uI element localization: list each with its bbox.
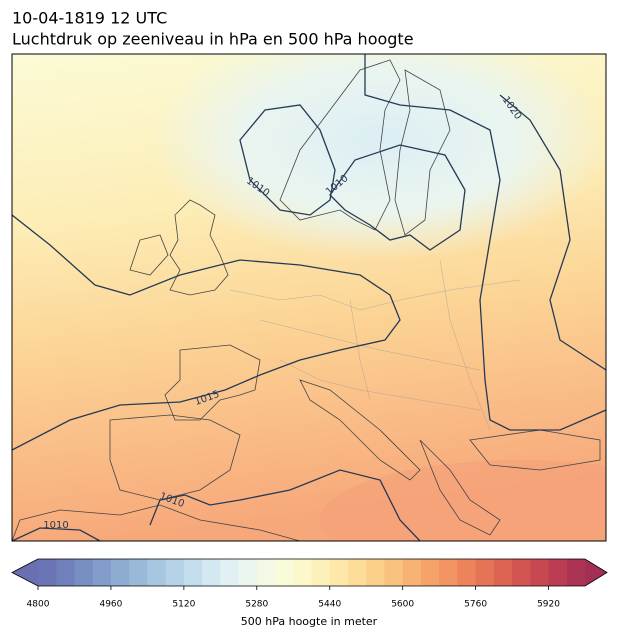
colorbar-over <box>585 559 607 586</box>
colorbar-bin <box>220 559 239 586</box>
isobar <box>12 527 101 541</box>
colorbar-tick-label: 4960 <box>99 600 122 610</box>
contour-label: 1010 <box>43 520 68 531</box>
isobar <box>12 214 401 451</box>
colorbar-bin <box>202 559 221 586</box>
colorbar-bin <box>56 559 75 586</box>
colorbar-bin <box>311 559 331 586</box>
coastline <box>169 199 229 296</box>
colorbar-bin <box>183 559 203 586</box>
isobar <box>499 94 606 371</box>
coastline <box>12 504 301 541</box>
colorbar-bin <box>329 559 349 586</box>
colorbar-bin <box>439 559 458 586</box>
colorbar-bin <box>347 559 367 586</box>
subtitle: Luchtdruk op zeeniveau in hPa en 500 hPa… <box>12 30 414 49</box>
colorbar-tick-label: 5600 <box>391 600 414 610</box>
colorbar-tick-label: 5120 <box>172 600 195 610</box>
coastline <box>419 439 501 536</box>
title: 10-04-1819 12 UTC <box>12 9 167 28</box>
colorbar-bin <box>548 559 568 586</box>
colorbar-bin <box>293 559 312 586</box>
coastline <box>129 234 169 276</box>
colorbar-tick-label: 5760 <box>464 600 487 610</box>
colorbar-bin <box>92 559 112 586</box>
cold-area <box>150 54 606 260</box>
colorbar-bin <box>512 559 531 586</box>
coastline <box>109 414 241 501</box>
colorbar-bin <box>110 559 130 586</box>
colorbar-bin <box>129 559 148 586</box>
colorbar-tick-label: 4800 <box>27 600 50 610</box>
colorbar-bin <box>457 559 476 586</box>
colorbar-tick-label: 5920 <box>537 600 560 610</box>
colorbar-bin <box>420 559 440 586</box>
coastline <box>299 379 421 481</box>
colorbar-bin <box>38 559 57 586</box>
colorbar-under <box>12 559 38 586</box>
colorbar-bin <box>475 559 495 586</box>
colorbar-bin <box>147 559 167 586</box>
colorbar: 4800 4960 5120 5280 5440 5600 5760 5920 <box>11 558 608 610</box>
isobar <box>364 54 606 431</box>
colorbar-bin <box>566 559 586 586</box>
colorbar-tick-label: 5440 <box>318 600 341 610</box>
colorbar-label: 500 hPa hoogte in meter <box>241 615 378 628</box>
coastline <box>279 59 401 231</box>
colorbar-bin <box>238 559 258 586</box>
colorbar-bin <box>165 559 185 586</box>
colorbar-tick-label: 5280 <box>245 600 268 610</box>
colorbar-bin <box>530 559 549 586</box>
isobar <box>329 144 466 251</box>
warm-area <box>320 460 606 541</box>
colorbar-bin <box>74 559 94 586</box>
colorbar-bin <box>256 559 276 586</box>
map-frame <box>11 53 607 542</box>
colorbar-bin <box>384 559 404 586</box>
colorbar-bin <box>402 559 422 586</box>
coastline <box>164 344 261 421</box>
colorbar-bin <box>493 559 513 586</box>
colorbar-frame <box>11 558 608 587</box>
colorbar-bin <box>366 559 385 586</box>
colorbar-bin <box>275 559 294 586</box>
isobar <box>239 104 336 216</box>
isobar <box>149 469 421 541</box>
